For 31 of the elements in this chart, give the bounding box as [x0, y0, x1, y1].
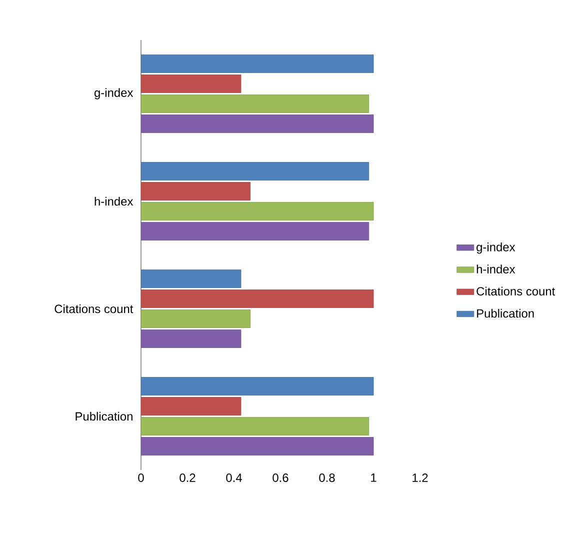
- bar: [141, 377, 374, 396]
- y-tick-label: g-index: [94, 88, 134, 100]
- y-tick-label: Citations count: [54, 304, 134, 314]
- legend-label: Publication: [477, 308, 534, 318]
- x-tick-label: 0.6: [272, 474, 288, 482]
- bar: [141, 222, 370, 240]
- bar: [141, 417, 370, 436]
- x-tick-label: 0.8: [319, 474, 335, 482]
- legend-label: g-index: [476, 242, 516, 254]
- x-tick-label: 1: [371, 474, 376, 482]
- x-tick-label: 0: [138, 474, 144, 482]
- bar: [141, 330, 242, 348]
- legend-label: h-index: [476, 264, 516, 274]
- bar: [141, 437, 374, 456]
- y-tick-label: Publication: [76, 412, 132, 421]
- legend-label: Citations count: [476, 286, 556, 296]
- bar: [141, 182, 250, 200]
- bar: [141, 74, 242, 93]
- bar: [141, 54, 374, 73]
- x-tick-label: 0.4: [226, 474, 242, 482]
- y-tick-label: h-index: [94, 196, 134, 206]
- x-tick-label: 0.2: [180, 474, 196, 482]
- bar: [141, 290, 374, 308]
- bar: [141, 270, 242, 288]
- bar: [141, 202, 374, 220]
- bar: [141, 397, 242, 416]
- bar: [141, 94, 370, 113]
- bar: [141, 310, 250, 328]
- x-tick-label: 1.2: [412, 474, 428, 482]
- bar: [141, 162, 370, 180]
- bar: [141, 114, 374, 133]
